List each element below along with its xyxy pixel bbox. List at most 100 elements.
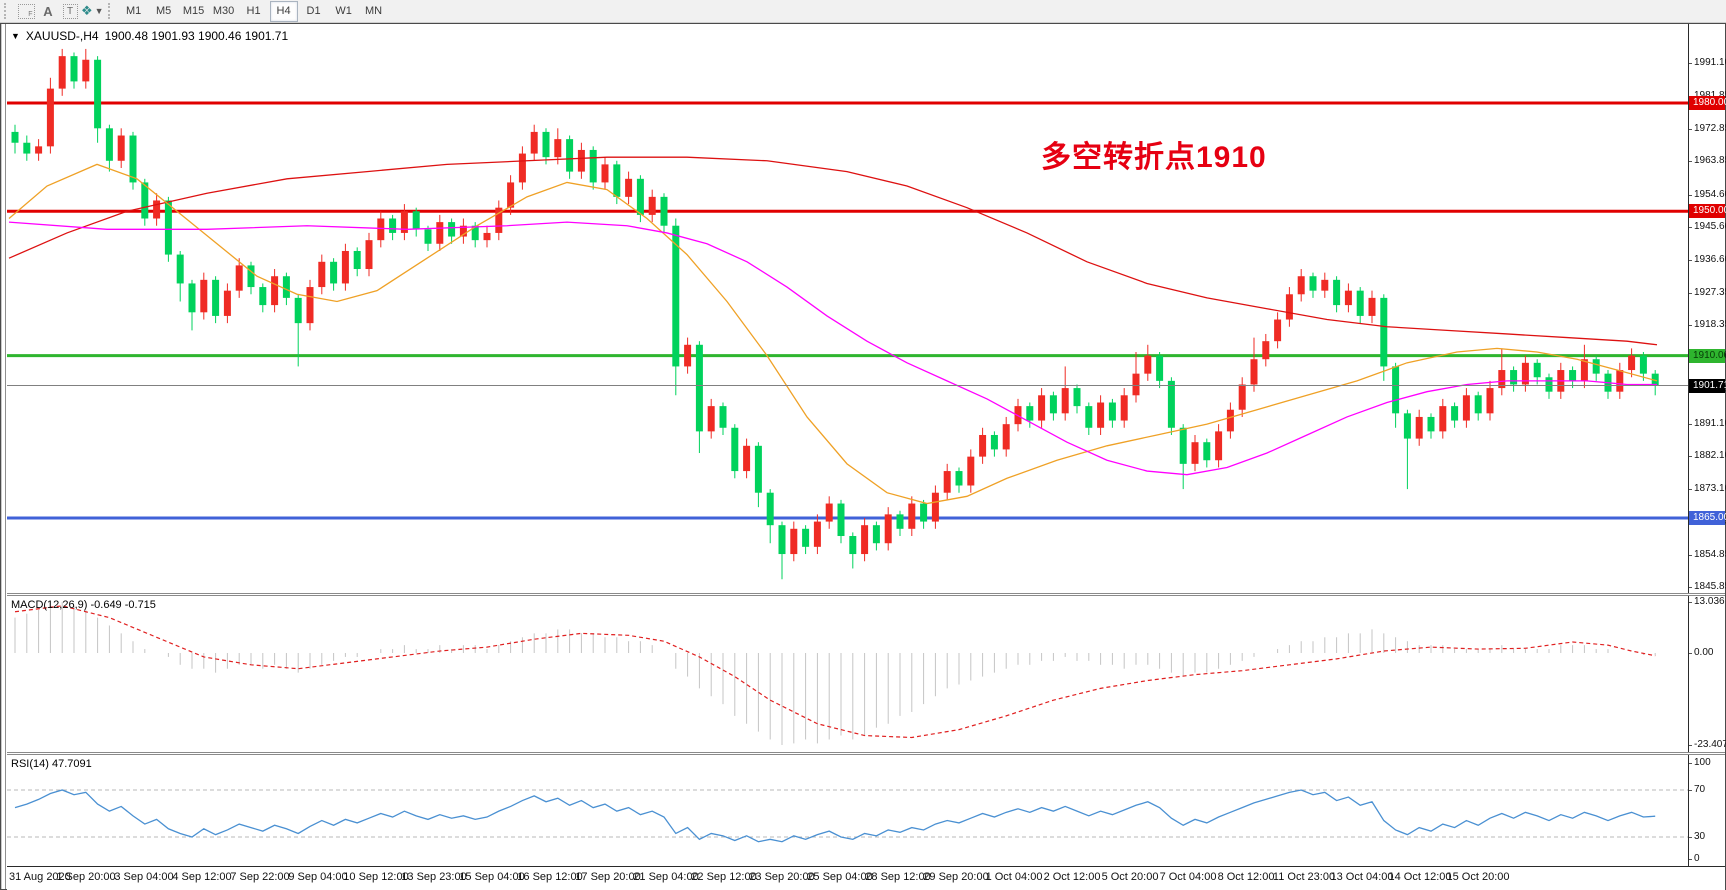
rsi-line [14, 789, 1656, 843]
candle [1144, 355, 1152, 374]
price-level-chip: 1865.00 [1689, 510, 1726, 525]
timeframe-button-m30[interactable]: M30 [212, 4, 235, 17]
candle [625, 178, 633, 197]
candle [1569, 370, 1577, 381]
candle [365, 240, 373, 270]
price-tick [1689, 488, 1692, 490]
time-axis[interactable]: 31 Aug 2020 1 Sep 20:00 3 Sep 04:00 4 Sep 1… [7, 866, 1725, 890]
time-axis-label: 15 Oct 20:00 [1446, 871, 1510, 883]
rsi-panel: RSI(14) 47.7091 100 70 30 0 [7, 755, 1725, 866]
macd-axis: 13.036 0.00 -23.407 [1688, 596, 1726, 752]
rsi-plot[interactable] [7, 755, 1688, 866]
ma-slow-red [8, 156, 1658, 346]
candle [648, 196, 656, 215]
candle [1344, 290, 1352, 306]
candle [1226, 409, 1234, 432]
candle [1616, 370, 1624, 392]
rsi-tick-label: 0 [1694, 853, 1700, 864]
candle [1108, 402, 1116, 421]
candle [1439, 406, 1447, 432]
candle [353, 250, 361, 270]
candle [129, 135, 137, 183]
candle [153, 200, 161, 219]
candle [908, 503, 916, 529]
price-chart-plot[interactable] [7, 24, 1688, 593]
candle [920, 503, 928, 522]
time-axis-label: 21 Sep 04:00 [633, 871, 699, 883]
price-tick-label: 1927.35 [1694, 287, 1726, 298]
candle [495, 207, 503, 233]
timeframe-button-d1[interactable]: D1 [306, 4, 321, 17]
frame-f-button[interactable]: F [15, 2, 37, 21]
candle [1274, 319, 1282, 342]
candle [884, 514, 892, 544]
candle [1356, 290, 1364, 316]
macd-plot[interactable] [7, 596, 1688, 752]
candle [695, 344, 703, 432]
panel-splitter[interactable] [7, 593, 1725, 596]
candle [1639, 355, 1647, 374]
candle [176, 254, 184, 284]
timeframe-button-w1[interactable]: W1 [335, 4, 352, 17]
rsi-tick [1689, 859, 1692, 860]
candle [94, 59, 102, 129]
candle [1392, 366, 1400, 414]
price-tick [1689, 587, 1692, 589]
candle [813, 521, 821, 547]
candle [259, 287, 267, 306]
timeframe-button-m15[interactable]: M15 [182, 4, 205, 17]
toolbar-grip-icon[interactable] [107, 3, 115, 19]
candle [955, 471, 963, 486]
macd-tick [1689, 744, 1692, 746]
macd-label: MACD(12,26,9) -0.649 -0.715 [11, 599, 156, 611]
symbol-dropdown-icon[interactable]: ▼ [11, 31, 20, 41]
candle [825, 503, 833, 522]
candle [1215, 431, 1223, 461]
candle [518, 153, 526, 183]
price-tick [1689, 128, 1692, 130]
rsi-tick [1689, 790, 1692, 791]
candle [636, 178, 644, 215]
macd-values: -0.649 -0.715 [90, 599, 156, 611]
candle [424, 229, 432, 244]
candle [707, 406, 715, 432]
timeframe-button-mn[interactable]: MN [365, 4, 383, 17]
timeframe-button-m1[interactable]: M1 [125, 4, 142, 17]
candle [507, 182, 515, 208]
candle [35, 146, 43, 154]
candle [601, 164, 609, 183]
rsi-tick [1689, 837, 1692, 838]
time-axis-label: 16 Sep 12:00 [517, 871, 583, 883]
window-left-edge [1, 24, 6, 889]
price-tick [1689, 161, 1692, 163]
text-label-button[interactable]: T [59, 2, 81, 21]
candle [1297, 276, 1305, 295]
font-a-button[interactable]: A [37, 2, 59, 21]
time-axis-label: 29 Sep 20:00 [923, 871, 989, 883]
candle [979, 434, 987, 457]
candle [282, 276, 290, 298]
time-axis-label: 5 Oct 20:00 [1101, 871, 1159, 883]
price-axis[interactable]: 1991.10 1981.85 1972.85 1963.85 1954.60 1945.… [1688, 24, 1726, 593]
candle [105, 128, 113, 161]
candle [931, 492, 939, 522]
candle [1285, 294, 1293, 320]
price-tick-label: 1954.60 [1694, 188, 1726, 200]
timeframe-button-h4[interactable]: H4 [269, 0, 298, 22]
candle [1002, 424, 1010, 450]
price-tick [1689, 325, 1692, 327]
price-tick-label: 1936.60 [1694, 253, 1726, 265]
candle [1085, 406, 1093, 428]
panel-splitter[interactable] [7, 752, 1725, 755]
candle [1628, 355, 1636, 371]
candle [1061, 388, 1069, 414]
price-tick [1689, 423, 1692, 425]
candle [23, 142, 31, 154]
timeframe-button-h1[interactable]: H1 [246, 4, 261, 17]
price-tick-label: 1972.85 [1694, 122, 1726, 134]
time-axis-label: 14 Oct 12:00 [1388, 871, 1452, 883]
timeframe-button-m5[interactable]: M5 [155, 4, 172, 17]
candle [223, 290, 231, 316]
toolbar-grip-icon[interactable] [4, 3, 11, 19]
shapes-button[interactable]: ❖ ▼ [81, 2, 104, 21]
